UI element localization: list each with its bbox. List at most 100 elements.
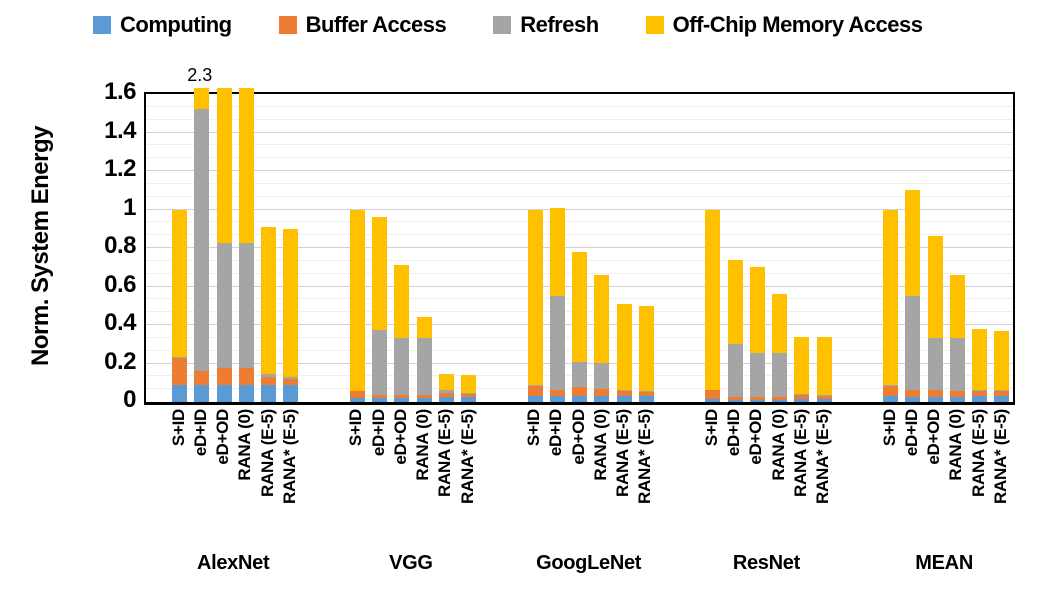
bar-GoogLeNet-S+ID [527, 209, 543, 402]
bar-segment-computing [261, 384, 276, 402]
legend-label: Off-Chip Memory Access [672, 12, 923, 37]
bar-segment-computing [394, 398, 410, 402]
bar-segment-buffer-access [261, 377, 276, 385]
bar-segment-refresh [905, 296, 921, 391]
bar-segment-buffer-access [194, 371, 210, 385]
bar-segment-computing [638, 396, 654, 402]
x-tick-label: S+ID [701, 409, 721, 447]
bar-segment-refresh [594, 362, 610, 389]
bar-MEAN-RANA (0) [949, 274, 965, 402]
bar-segment-computing [194, 384, 210, 402]
y-tick-label: 1.4 [104, 116, 136, 144]
bar-segment-refresh [772, 352, 787, 398]
legend-label: Refresh [520, 12, 599, 37]
bar-ResNet-RANA* (E-5) [816, 336, 832, 402]
x-tick-label: S+ID [346, 409, 366, 447]
bar-segment-refresh [994, 390, 1010, 392]
bar-segment-off-chip-memory-access [261, 226, 276, 375]
bar-segment-buffer-access [927, 390, 943, 398]
bar-segment-refresh [816, 395, 832, 397]
bar-segment-refresh [883, 384, 898, 386]
x-tick-label: S+ID [879, 409, 899, 447]
x-tick-label: RANA (0) [946, 409, 966, 481]
bar-segment-computing [349, 398, 365, 402]
x-tick-label: RANA (E-5) [435, 409, 455, 497]
legend-item-1: Buffer Access [278, 12, 447, 38]
bar-segment-refresh [461, 393, 476, 395]
bar-segment-off-chip-memory-access [927, 236, 943, 339]
bar-GoogLeNet-RANA (E-5) [616, 303, 632, 402]
bar-segment-refresh [216, 243, 232, 369]
x-tick-label: eD+ID [368, 409, 388, 457]
legend-label: Buffer Access [305, 12, 447, 37]
bar-segment-refresh [527, 384, 543, 386]
bar-segment-off-chip-memory-access [794, 336, 810, 395]
bar-segment-off-chip-memory-access [883, 209, 898, 385]
bar-segment-computing [994, 396, 1010, 402]
x-tick-label: RANA (0) [413, 409, 432, 481]
bar-segment-computing [283, 384, 299, 402]
bar-segment-buffer-access [994, 391, 1010, 397]
bar-AlexNet-RANA (E-5) [261, 226, 276, 402]
bar-segment-computing [216, 384, 232, 402]
bar-segment-buffer-access [349, 391, 365, 399]
x-tick-label: RANA* (E-5) [457, 409, 477, 504]
gridline-minor [146, 182, 1013, 184]
bar-segment-buffer-access [283, 378, 299, 385]
bar-ResNet-RANA (E-5) [794, 336, 810, 402]
bar-segment-computing [549, 396, 565, 402]
bar-segment-computing [616, 396, 632, 402]
bar-segment-computing [416, 398, 432, 402]
bar-segment-off-chip-memory-access [772, 294, 787, 353]
bar-segment-computing [238, 384, 254, 402]
bar-segment-off-chip-memory-access [816, 336, 832, 396]
bar-segment-buffer-access [461, 394, 476, 398]
x-tick-label: eD+OD [924, 409, 943, 465]
legend-item-3: Off-Chip Memory Access [645, 12, 923, 38]
bar-segment-off-chip-memory-access [949, 274, 965, 339]
bar-segment-off-chip-memory-access [438, 374, 454, 391]
bar-segment-computing [772, 400, 787, 402]
legend: Computing Buffer Access Refresh Off-Chip Me… [93, 12, 923, 38]
bar-segment-buffer-access [594, 388, 610, 397]
gridline-major [146, 131, 1013, 133]
bar-segment-refresh [416, 337, 432, 396]
bar-segment-refresh [638, 391, 654, 393]
x-tick-label: eD+ID [546, 409, 566, 457]
bar-segment-buffer-access [572, 386, 587, 397]
bar-segment-off-chip-memory-access [283, 228, 299, 377]
x-tick-label: eD+ID [190, 409, 210, 457]
legend-label: Computing [120, 12, 232, 37]
y-tick-label: 0.2 [104, 347, 136, 375]
bar-segment-off-chip-memory-access [638, 305, 654, 392]
y-tick-label: 0.4 [104, 309, 136, 336]
y-tick-label: 0.6 [104, 270, 136, 298]
bar-segment-off-chip-memory-access [572, 251, 587, 362]
bar-ResNet-eD+ID [727, 259, 743, 402]
bar-segment-off-chip-memory-access [394, 265, 410, 338]
bar-segment-off-chip-memory-access [727, 259, 743, 345]
bar-segment-computing [705, 399, 721, 402]
bar-segment-off-chip-memory-access [416, 317, 432, 338]
bar-segment-refresh [972, 389, 987, 391]
bar-annotation: 2.3 [187, 65, 213, 85]
bar-VGG-RANA (0) [416, 317, 432, 402]
bar-segment-off-chip-memory-access [972, 328, 987, 390]
bar-AlexNet-RANA (0) [238, 88, 254, 402]
x-tick-label: S+ID [524, 409, 543, 447]
bar-segment-computing [883, 396, 898, 402]
bar-GoogLeNet-RANA* (E-5) [638, 305, 654, 402]
bar-segment-buffer-access [883, 385, 898, 397]
bar-segment-buffer-access [949, 391, 965, 398]
x-tick-label: RANA (0) [768, 409, 788, 481]
bar-MEAN-RANA (E-5) [972, 328, 987, 402]
bar-segment-computing [461, 397, 476, 402]
bar-VGG-RANA* (E-5) [461, 375, 476, 402]
bar-segment-buffer-access [816, 396, 832, 400]
y-axis-title: Norm. System Energy [27, 126, 54, 366]
bar-segment-buffer-access [905, 390, 921, 398]
bar-ResNet-eD+OD [749, 267, 765, 402]
y-tick-label: 0.8 [104, 232, 136, 259]
bar-segment-buffer-access [216, 368, 232, 385]
